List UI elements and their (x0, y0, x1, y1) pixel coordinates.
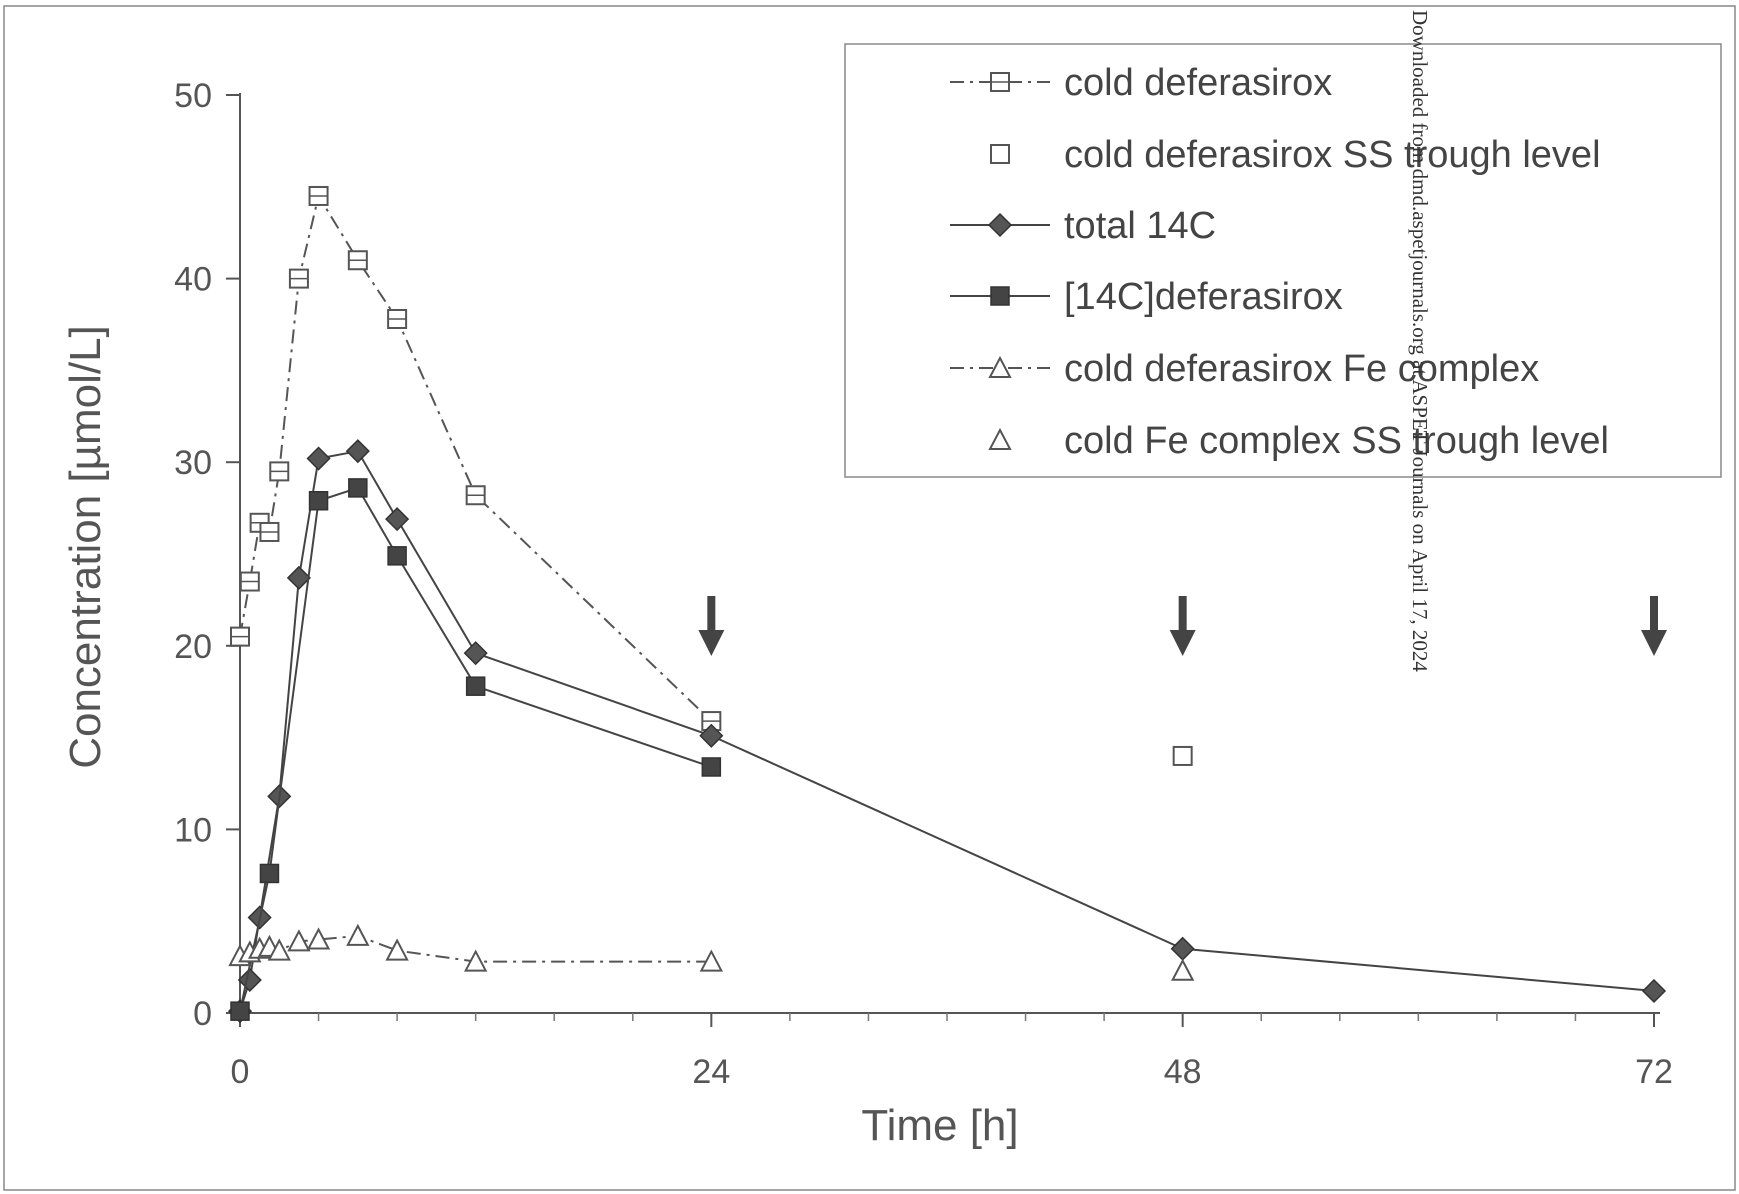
marker-filled-square (348, 478, 368, 498)
marker-square (990, 144, 1010, 164)
marker-filled-square (308, 491, 329, 511)
marker-triangle (988, 427, 1012, 450)
x-tick-label: 48 (1164, 1053, 1202, 1091)
arrow-head (1641, 630, 1667, 656)
series-0 (230, 185, 722, 732)
marker-triangle (1171, 958, 1195, 981)
marker-diamond (385, 507, 410, 532)
marker-diamond (463, 641, 488, 666)
legend-label: total 14C (1064, 205, 1216, 247)
marker-triangle (988, 355, 1012, 378)
down-arrow-icon (1641, 596, 1667, 656)
x-tick-label: 0 (231, 1053, 250, 1091)
marker-diamond (306, 446, 331, 471)
marker-triangle (385, 938, 409, 961)
marker-filled-square (701, 757, 722, 777)
series-5 (1171, 958, 1195, 981)
down-arrow-icon (698, 596, 725, 656)
arrow-shaft (1178, 596, 1187, 634)
arrow-shaft (1650, 596, 1658, 634)
download-watermark: Downloaded from dmd.aspetjournals.org at… (1408, 10, 1432, 672)
y-tick-label: 10 (174, 811, 212, 849)
y-axis-title: Concentration [µmol/L] (61, 325, 110, 769)
axes: 0 10 20 30 40 50 0 24 48 72 (174, 77, 1673, 1091)
legend-label: cold deferasirox Fe complex (1064, 348, 1539, 390)
marker-diamond (987, 212, 1013, 238)
marker-filled-square (465, 676, 486, 696)
arrow-head (698, 630, 725, 656)
y-tick-label: 40 (174, 261, 212, 299)
marker-triangle (346, 923, 370, 946)
legend-label: [14C]deferasirox (1064, 276, 1343, 318)
legend: cold deferasirox cold deferasirox SS trou… (844, 43, 1722, 478)
marker-triangle (306, 927, 331, 950)
marker-filled-square (387, 546, 407, 566)
series-3 (230, 478, 722, 1021)
legend-label: cold deferasirox SS trough level (1064, 134, 1601, 176)
legend-box (844, 43, 1722, 478)
dosing-arrows (698, 596, 1667, 656)
legend-label: cold deferasirox (1064, 62, 1332, 104)
arrow-head (1169, 630, 1196, 656)
marker-diamond (286, 565, 311, 590)
figure-border (3, 5, 1736, 1191)
marker-square (1172, 745, 1193, 766)
x-tick-label: 24 (692, 1053, 730, 1091)
x-tick-label: 72 (1635, 1053, 1673, 1091)
y-tick-label: 50 (174, 77, 212, 115)
x-axis-title: Time [h] (861, 1101, 1018, 1150)
arrow-shaft (707, 596, 716, 634)
marker-diamond (1641, 978, 1667, 1004)
series-layer (227, 185, 1667, 1024)
marker-filled-square (230, 1001, 250, 1021)
marker-triangle (464, 949, 488, 972)
series-4 (228, 923, 723, 972)
marker-diamond (345, 439, 370, 464)
y-tick-label: 0 (193, 995, 212, 1033)
marker-filled-square (259, 863, 280, 884)
y-tick-label: 30 (174, 444, 212, 482)
down-arrow-icon (1169, 596, 1196, 656)
y-tick-label: 20 (174, 628, 212, 666)
marker-diamond (237, 967, 262, 993)
marker-filled-square (990, 286, 1010, 306)
series-1 (1172, 745, 1193, 766)
marker-triangle (287, 929, 311, 952)
marker-triangle (267, 938, 291, 961)
marker-diamond (699, 723, 724, 748)
marker-triangle (699, 949, 723, 972)
legend-label: cold Fe complex SS trough level (1064, 420, 1609, 462)
